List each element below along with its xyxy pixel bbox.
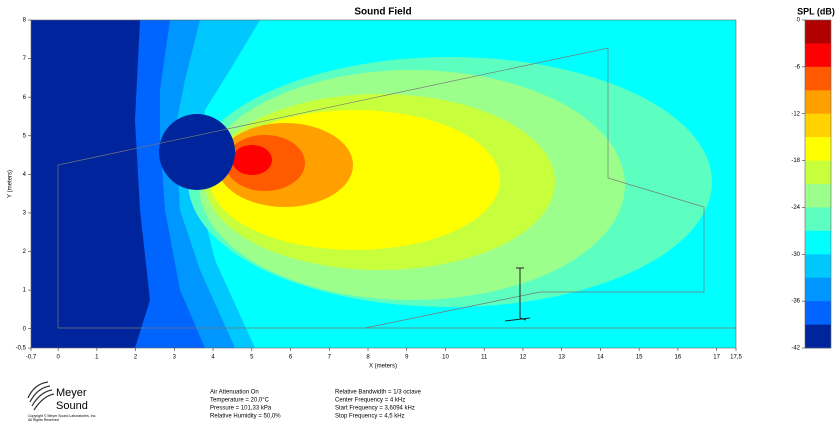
frequency-text: Start Frequency = 3,6094 kHz (335, 406, 415, 412)
x-tick-label: 1 (95, 355, 99, 361)
x-tick-label: 2 (134, 355, 138, 361)
colorbar-swatch (805, 113, 831, 138)
y-tick-label: 8 (23, 18, 27, 24)
colorbar-tick-label: -24 (791, 205, 800, 211)
y-tick-label: 7 (23, 56, 27, 62)
heatmap-field (31, 20, 736, 348)
setting-text: Air Attenuation On (210, 390, 259, 396)
colorbar-swatch (805, 43, 831, 68)
colorbar-tick-label: -42 (791, 346, 800, 352)
colorbar-swatch (805, 90, 831, 115)
colorbar-swatch (805, 160, 831, 185)
y-tick-label: 4 (23, 172, 27, 178)
colorbar-tick-label: 0 (797, 18, 801, 24)
colorbar-frame (804, 19, 832, 349)
chart-title: Sound Field (354, 7, 411, 18)
logo-text: Sound (56, 400, 88, 412)
field-region (31, 20, 150, 348)
x-tick-label: 10 (442, 355, 449, 361)
copyright: All Rights Reserved (28, 418, 59, 422)
x-tick-label: 16 (675, 355, 682, 361)
colorbar-swatch (805, 207, 831, 232)
y-tick-label: 1 (23, 288, 27, 294)
colorbar-swatch (805, 301, 831, 325)
x-tick-label: 9 (405, 355, 409, 361)
x-tick-label: 8 (366, 355, 370, 361)
frequency-text: Relative Bandwidth = 1/3 octave (335, 390, 422, 396)
colorbar-swatch (805, 20, 831, 44)
field-region (232, 145, 272, 175)
frequency-text: Stop Frequency = 4,5 kHz (335, 414, 405, 420)
y-tick-label: 3 (23, 211, 27, 217)
colorbar-swatch (805, 137, 831, 161)
room-outline (57, 47, 705, 329)
colorbar-title: SPL (dB) (797, 6, 835, 16)
y-tick-label: 2 (23, 249, 27, 255)
logo-mark (27, 381, 55, 411)
x-tick-label: 7 (328, 355, 332, 361)
colorbar-swatch (805, 66, 831, 91)
x-tick-label: -0,7 (26, 355, 37, 361)
y-tick-label: 0 (23, 326, 27, 332)
x-tick-label: 12 (520, 355, 527, 361)
x-tick-label: 17,5 (730, 355, 742, 361)
logo: Meyer Sound Copyright © Meyer Sound Labo… (27, 381, 96, 422)
colorbar-tick-label: -18 (791, 158, 800, 164)
colorbar-tick-label: -12 (791, 111, 800, 117)
x-tick-label: 14 (597, 355, 604, 361)
x-tick-label: 15 (636, 355, 643, 361)
copyright: Copyright © Meyer Sound Laboratories, In… (28, 414, 96, 418)
x-tick-label: 17 (713, 355, 720, 361)
x-tick-label: 6 (289, 355, 293, 361)
colorbar-swatch (805, 324, 831, 349)
frequency-text: Center Frequency = 4 kHz (335, 398, 405, 404)
x-axis-label: X (meters) (369, 364, 397, 370)
x-tick-label: 4 (211, 355, 215, 361)
setting-text: Pressure = 101,33 kPa (210, 406, 272, 412)
setting-text: Temperature = 20,0°C (210, 398, 270, 404)
colorbar-swatch (805, 230, 831, 255)
colorbar-tick-label: -30 (791, 252, 800, 258)
y-axis-label: Y (meters) (8, 170, 14, 198)
x-tick-label: 3 (173, 355, 177, 361)
y-tick-label: 6 (23, 95, 27, 101)
x-tick-label: 0 (56, 355, 60, 361)
x-tick-label: 11 (481, 355, 488, 361)
microphone (504, 267, 531, 322)
plot-frame (30, 19, 737, 349)
logo-text: Meyer (56, 387, 87, 399)
y-tick-label: -0,5 (16, 346, 27, 352)
source-shadow (159, 114, 235, 190)
x-tick-label: 5 (250, 355, 254, 361)
colorbar-swatch (805, 254, 831, 279)
colorbar-tick-label: -36 (791, 299, 800, 305)
x-tick-label: 13 (558, 355, 565, 361)
colorbar-swatch (805, 277, 831, 302)
y-tick-label: 5 (23, 133, 27, 139)
setting-text: Relative Humidity = 50,0% (210, 414, 281, 420)
colorbar-tick-label: -6 (795, 64, 801, 70)
colorbar-swatch (805, 184, 831, 208)
